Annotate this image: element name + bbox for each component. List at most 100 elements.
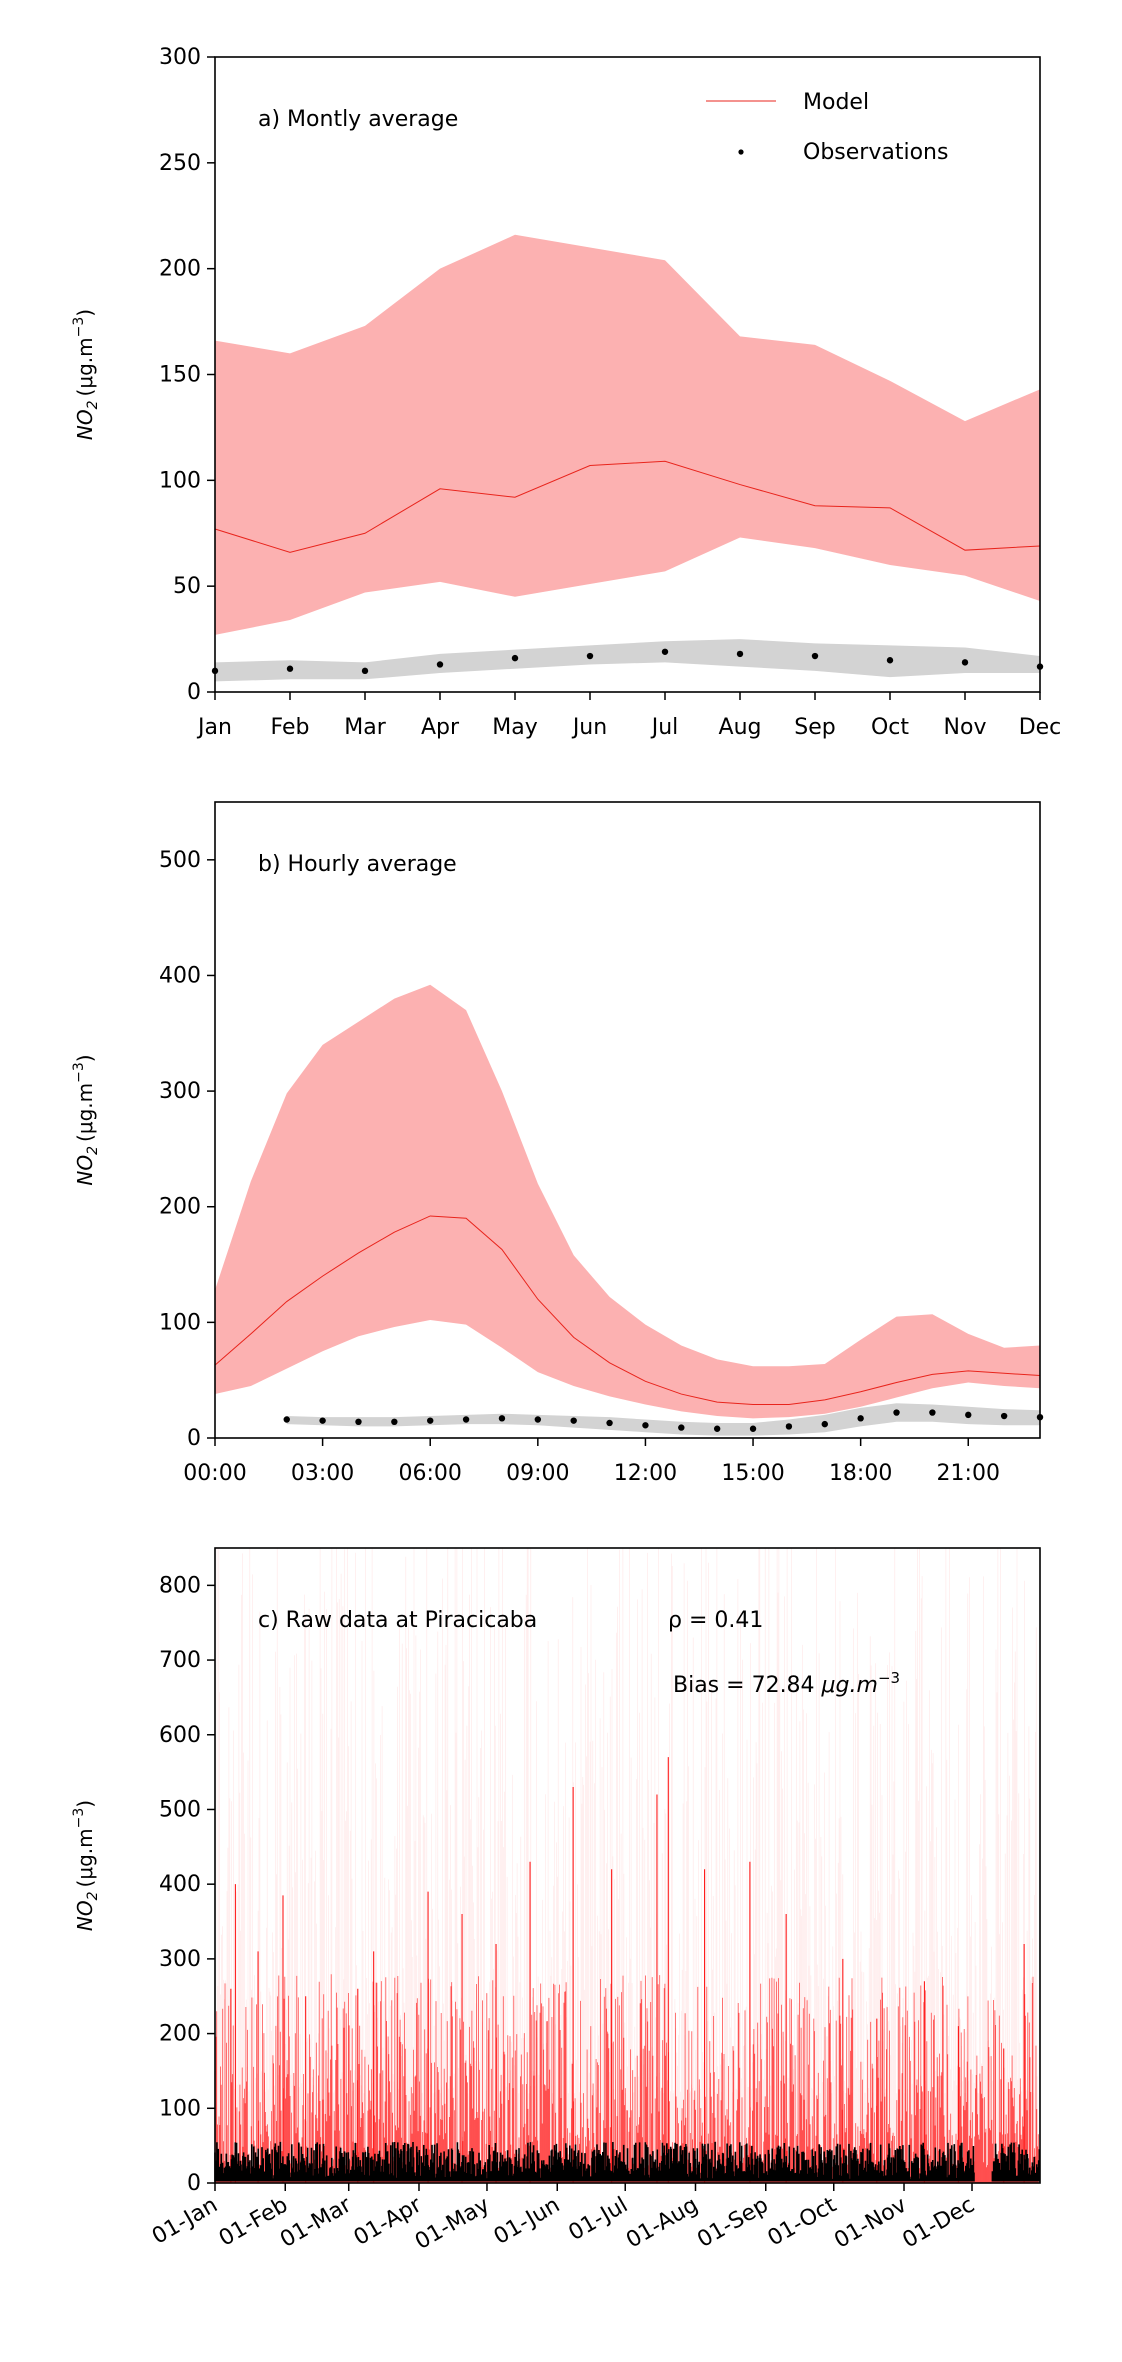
y-tick-label: 400 — [159, 1872, 201, 1897]
observation-point — [678, 1424, 685, 1431]
ylabel-base: NO — [73, 1900, 97, 1931]
y-tick-label: 300 — [159, 1947, 201, 1972]
y-tick-label: 0 — [187, 680, 201, 705]
x-tick-label: 18:00 — [829, 1461, 892, 1486]
observation-point — [534, 1416, 542, 1423]
observation-point — [661, 648, 669, 655]
x-tick-label: Jul — [650, 715, 679, 740]
panel-c-y-axis-label: NO2 (μg.m−3) — [71, 1800, 101, 1931]
panel-b-lines — [214, 1215, 1041, 1405]
y-tick-label: 600 — [159, 1723, 201, 1748]
x-tick-label: Apr — [421, 715, 460, 740]
panel-b-frame — [214, 801, 1041, 1439]
panel-a-y-axis-label: NO2 (μg.m−3) — [71, 309, 101, 440]
ylabel-subscript: 2 — [85, 1891, 101, 1900]
observation-point — [736, 650, 744, 658]
panel-b-annotation: b) Hourly average — [258, 852, 457, 877]
model-line — [214, 1215, 1041, 1405]
observation-point — [427, 1417, 434, 1424]
observation-point — [713, 1425, 721, 1432]
observation-point — [436, 661, 444, 668]
panel-a-y-axis: 0 50 100 150 200 250 300 — [159, 45, 215, 705]
y-tick-label: 250 — [159, 151, 201, 176]
x-tick-label: 21:00 — [937, 1461, 1000, 1486]
observation-point — [857, 1415, 864, 1422]
panel-c-annotation: c) Raw data at Piracicaba — [258, 1608, 537, 1633]
panel-b-observation-points — [283, 1409, 1044, 1432]
observation-point — [893, 1409, 900, 1416]
panel-b-hourly-average: 0 100 200 300 400 500 00:00 03:00 06:00 09:00 12:… — [71, 801, 1044, 1486]
y-tick-label: 300 — [159, 1079, 201, 1104]
observation-range-band — [215, 639, 1040, 682]
x-tick-label: 03:00 — [291, 1461, 354, 1486]
observation-point — [886, 657, 894, 664]
legend-model-label: Model — [803, 90, 869, 115]
panel-a-x-axis: Jan Feb Mar Apr May Jun Jul Aug Sep Oct Nov Dec — [196, 692, 1061, 740]
observation-point — [785, 1423, 793, 1430]
observation-point — [462, 1416, 470, 1423]
x-tick-label: 06:00 — [399, 1461, 462, 1486]
observation-point — [361, 667, 369, 675]
model-line — [214, 460, 1041, 553]
y-tick-label: 0 — [187, 1426, 201, 1451]
ylabel-base: NO — [73, 1155, 97, 1186]
ylabel-units-open: (μg.m — [73, 1083, 97, 1142]
y-tick-label: 200 — [159, 2022, 201, 2047]
ylabel-subscript: 2 — [85, 1146, 101, 1155]
observation-point — [570, 1417, 577, 1424]
x-tick-label: Sep — [794, 715, 835, 740]
y-tick-label: 50 — [173, 574, 201, 599]
panel-a-lines — [214, 460, 1041, 553]
bias-exponent: −3 — [878, 1669, 900, 1687]
observation-point — [286, 665, 294, 672]
x-tick-label: 09:00 — [506, 1461, 569, 1486]
panel-c-model-series — [214, 1548, 1039, 2183]
y-tick-label: 400 — [159, 963, 201, 988]
observation-point — [1000, 1412, 1008, 1420]
bias-prefix: Bias = 72.84 — [673, 1673, 822, 1698]
ylabel-units-open: (μg.m — [73, 1828, 97, 1887]
legend-observations-label: Observations — [803, 140, 948, 165]
y-tick-label: 300 — [159, 45, 201, 70]
x-tick-label: Dec — [1019, 715, 1062, 740]
y-tick-label: 500 — [159, 1797, 201, 1822]
y-tick-label: 800 — [159, 1573, 201, 1598]
ylabel-base: NO — [73, 409, 97, 440]
x-tick-label: 00:00 — [183, 1461, 246, 1486]
panel-b-y-axis-label: NO2 (μg.m−3) — [71, 1054, 101, 1185]
panel-b-x-axis: 00:00 03:00 06:00 09:00 12:00 15:00 18:00 21:00 — [183, 1438, 1000, 1486]
ylabel-units-open: (μg.m — [73, 337, 97, 396]
observation-point — [391, 1418, 398, 1426]
panel-c-y-axis: 0 100 200 300 400 500 600 700 800 — [159, 1573, 215, 2196]
observation-point — [586, 652, 594, 660]
panel-c-bias: Bias = 72.84 μg.m−3 — [673, 1669, 900, 1698]
legend-observations-swatch — [738, 149, 744, 155]
x-tick-label: Jan — [196, 715, 232, 740]
observation-point — [811, 652, 819, 660]
panel-a-annotation: a) Montly average — [258, 107, 458, 132]
y-tick-label: 100 — [159, 468, 201, 493]
x-tick-label: Jun — [571, 715, 607, 740]
y-tick-label: 200 — [159, 257, 201, 282]
panel-b-bands — [215, 984, 1040, 1436]
observation-point — [355, 1418, 362, 1426]
panel-a-legend: Model Observations — [706, 90, 948, 165]
observation-point — [606, 1419, 613, 1427]
x-tick-label: Mar — [344, 715, 386, 740]
panel-c-frame — [214, 1547, 1041, 2184]
ylabel-units-close: ) — [73, 1800, 97, 1808]
observation-point — [821, 1420, 828, 1428]
x-tick-label: Feb — [271, 715, 310, 740]
observation-point — [511, 654, 519, 662]
panel-c-correlation: ρ = 0.41 — [668, 1608, 763, 1633]
y-tick-label: 100 — [159, 2096, 201, 2121]
panel-b-y-axis: 0 100 200 300 400 500 — [159, 848, 215, 1451]
y-tick-label: 500 — [159, 848, 201, 873]
y-tick-label: 200 — [159, 1195, 201, 1220]
observation-range-band — [286, 1403, 1040, 1436]
observation-point — [961, 659, 969, 666]
observation-point — [319, 1417, 326, 1424]
observation-point — [929, 1409, 936, 1416]
x-tick-label: Aug — [719, 715, 762, 740]
